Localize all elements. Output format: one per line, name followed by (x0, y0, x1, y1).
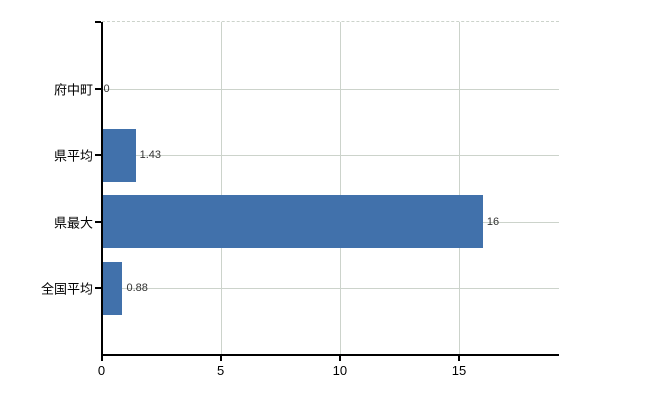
y-axis-tick (94, 154, 101, 156)
x-axis-line (100, 353, 559, 356)
x-tick-label: 10 (332, 362, 348, 378)
category-gridline (101, 155, 559, 156)
x-gridline (339, 22, 341, 355)
x-axis-tick (458, 355, 460, 361)
x-tick-label: 5 (217, 362, 225, 378)
x-gridline (459, 22, 460, 355)
x-axis-tick (100, 355, 103, 361)
x-axis-tick (219, 355, 222, 361)
category-label: 県最大 (53, 215, 93, 230)
x-gridline (220, 22, 222, 355)
category-label: 県平均 (53, 148, 93, 164)
category-label: 府中町 (53, 82, 93, 97)
bar (101, 261, 123, 315)
y-axis-top-tick (94, 21, 101, 23)
value-label: 0 (103, 82, 110, 95)
category-gridline (101, 288, 559, 289)
bar (101, 128, 136, 182)
y-axis-tick (94, 87, 101, 90)
x-tick-label: 0 (97, 362, 106, 378)
value-label: 1.43 (139, 149, 161, 161)
category-gridline (101, 88, 559, 90)
value-label: 0.88 (126, 282, 148, 294)
x-axis-tick (338, 355, 341, 361)
y-axis-tick (94, 287, 101, 289)
x-tick-label: 15 (451, 362, 467, 378)
y-axis-tick (94, 220, 101, 223)
bar (101, 195, 483, 248)
y-axis-line (100, 22, 103, 357)
plot-top-dashed-border (101, 21, 559, 22)
value-label: 16 (486, 215, 500, 228)
category-label: 全国平均 (40, 281, 93, 297)
